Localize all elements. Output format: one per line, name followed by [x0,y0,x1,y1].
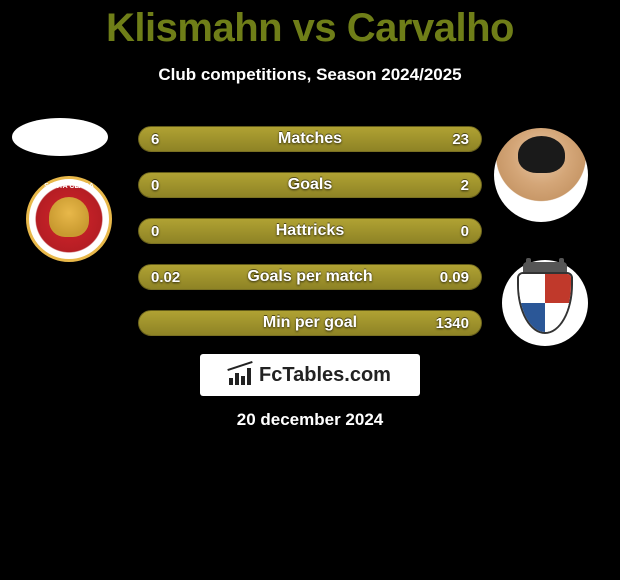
stat-value-right: 23 [452,127,469,151]
stat-label: Hattricks [139,219,481,243]
comparison-subtitle: Club competitions, Season 2024/2025 [0,65,620,85]
stat-label: Min per goal [139,311,481,335]
stat-value-left: 0 [151,173,159,197]
player-right-photo [494,128,588,222]
stat-row: Min per goal1340 [138,310,482,336]
stat-row: Hattricks0 0 [138,218,482,244]
shield-icon [517,272,573,334]
stat-label: Goals per match [139,265,481,289]
stat-value-right: 2 [461,173,469,197]
stat-value-right: 1340 [436,311,469,335]
stat-row: Matches6 23 [138,126,482,152]
club-right-badge [502,260,588,346]
comparison-title: Klismahn vs Carvalho [0,0,620,51]
stat-value-right: 0.09 [440,265,469,289]
stat-row: Goals0 2 [138,172,482,198]
brand-box[interactable]: FcTables.com [200,354,420,396]
stat-value-left: 0 [151,219,159,243]
stat-label: Matches [139,127,481,151]
stat-label: Goals [139,173,481,197]
snapshot-date: 20 december 2024 [0,410,620,430]
chart-icon [229,365,253,385]
stat-value-right: 0 [461,219,469,243]
stat-value-left: 6 [151,127,159,151]
player-left-photo [12,118,108,156]
stat-row: Goals per match0.02 0.09 [138,264,482,290]
brand-text: FcTables.com [259,364,391,387]
club-left-badge [26,176,112,262]
stats-list: Matches623Goals02Hattricks00Goals per ma… [138,126,482,356]
stat-value-left: 0.02 [151,265,180,289]
